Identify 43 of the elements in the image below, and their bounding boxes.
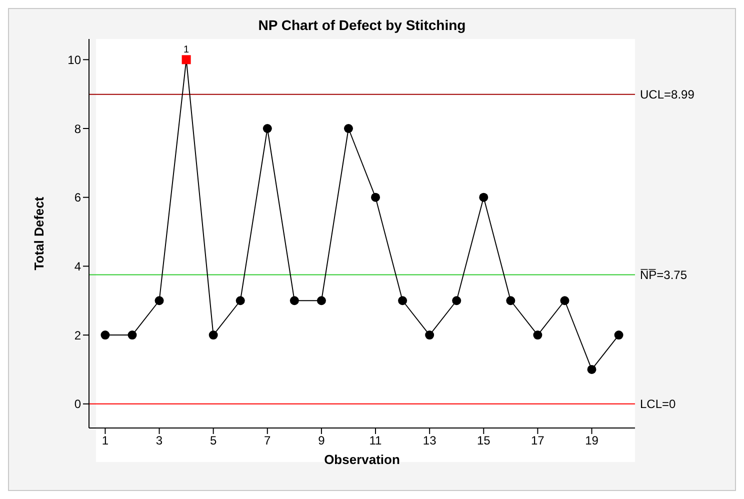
point [452, 296, 462, 306]
point [154, 296, 164, 306]
point [398, 296, 408, 306]
x-tick-label: 17 [531, 434, 545, 448]
x-tick-label: 19 [585, 434, 599, 448]
point [208, 330, 218, 340]
chart-title: NP Chart of Defect by Stitching [257, 17, 467, 33]
x-tick-label: 13 [422, 434, 437, 448]
x-tick-label: 9 [318, 434, 326, 448]
y-tick-label: 10 [68, 52, 82, 67]
annotation: 1 [184, 44, 190, 56]
point [236, 296, 245, 306]
ref-line-label: N̅P̅=3.75 [640, 268, 688, 282]
point [560, 296, 570, 306]
point [290, 296, 299, 306]
ref-line-label: UCL=8.99 [640, 88, 695, 102]
x-tick-label: 3 [156, 434, 163, 448]
point [182, 55, 191, 64]
point [100, 330, 110, 340]
y-tick-label: 0 [74, 397, 82, 412]
point [425, 330, 434, 340]
y-tick-label: 8 [74, 122, 82, 136]
x-tick-label: 5 [210, 434, 217, 448]
x-tick-label: 7 [264, 434, 272, 448]
x-tick-label: 1 [102, 434, 109, 448]
y-tick-label: 2 [74, 328, 82, 342]
point [533, 330, 542, 340]
y-tick-label: 4 [74, 259, 82, 274]
point [262, 124, 272, 134]
point [479, 192, 488, 202]
y-axis-title: Total Defect [32, 196, 47, 270]
x-tick-label: 11 [369, 434, 382, 448]
x-axis-title: Observation [324, 452, 400, 467]
point [128, 330, 137, 340]
x-tick-label: 15 [476, 434, 491, 448]
point [587, 364, 596, 374]
point [506, 296, 516, 306]
ref-line-label: LCL=0 [640, 397, 676, 412]
point [371, 192, 380, 202]
y-tick-label: 6 [74, 190, 82, 205]
point [344, 124, 353, 134]
point [614, 330, 624, 340]
point [316, 296, 326, 306]
